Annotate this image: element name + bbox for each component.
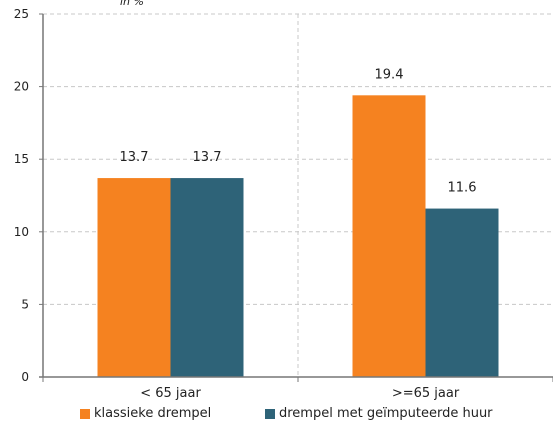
bar-series0-cat0 [97, 178, 171, 377]
legend-swatch-drempel-met-geimputeerde-huur [265, 408, 275, 419]
y-tick-label-15: 15 [14, 152, 29, 166]
data-label-series0-cat1: 19.4 [375, 67, 404, 82]
legend-label-drempel-met-geimputeerde-huur: drempel met geïmputeerde huur [279, 406, 493, 421]
data-label-series1-cat0: 13.7 [193, 150, 222, 165]
bar-series1-cat1 [425, 208, 499, 377]
legend-item-drempel-met-geimputeerde-huur: drempel met geïmputeerde huur [265, 406, 493, 421]
y-tick-label-10: 10 [14, 225, 29, 239]
legend-item-klassieke-drempel: klassieke drempel [80, 406, 211, 421]
legend: klassieke drempel drempel met geïmputeer… [0, 406, 553, 424]
unit-label-fragment: in % [120, 0, 144, 8]
data-label-series0-cat0: 13.7 [120, 150, 149, 165]
bar-series0-cat1 [352, 95, 426, 377]
x-tick-label-cat0: < 65 jaar [140, 386, 201, 401]
y-tick-label-0: 0 [21, 370, 29, 384]
data-label-series1-cat1: 11.6 [448, 181, 477, 196]
legend-swatch-klassieke-drempel [80, 408, 90, 419]
legend-label-klassieke-drempel: klassieke drempel [94, 406, 212, 421]
y-tick-label-25: 25 [14, 7, 29, 21]
bar-series1-cat0 [170, 178, 244, 377]
x-tick-label-cat1: >=65 jaar [392, 386, 460, 401]
y-tick-label-20: 20 [14, 80, 29, 94]
y-tick-label-5: 5 [21, 297, 29, 311]
